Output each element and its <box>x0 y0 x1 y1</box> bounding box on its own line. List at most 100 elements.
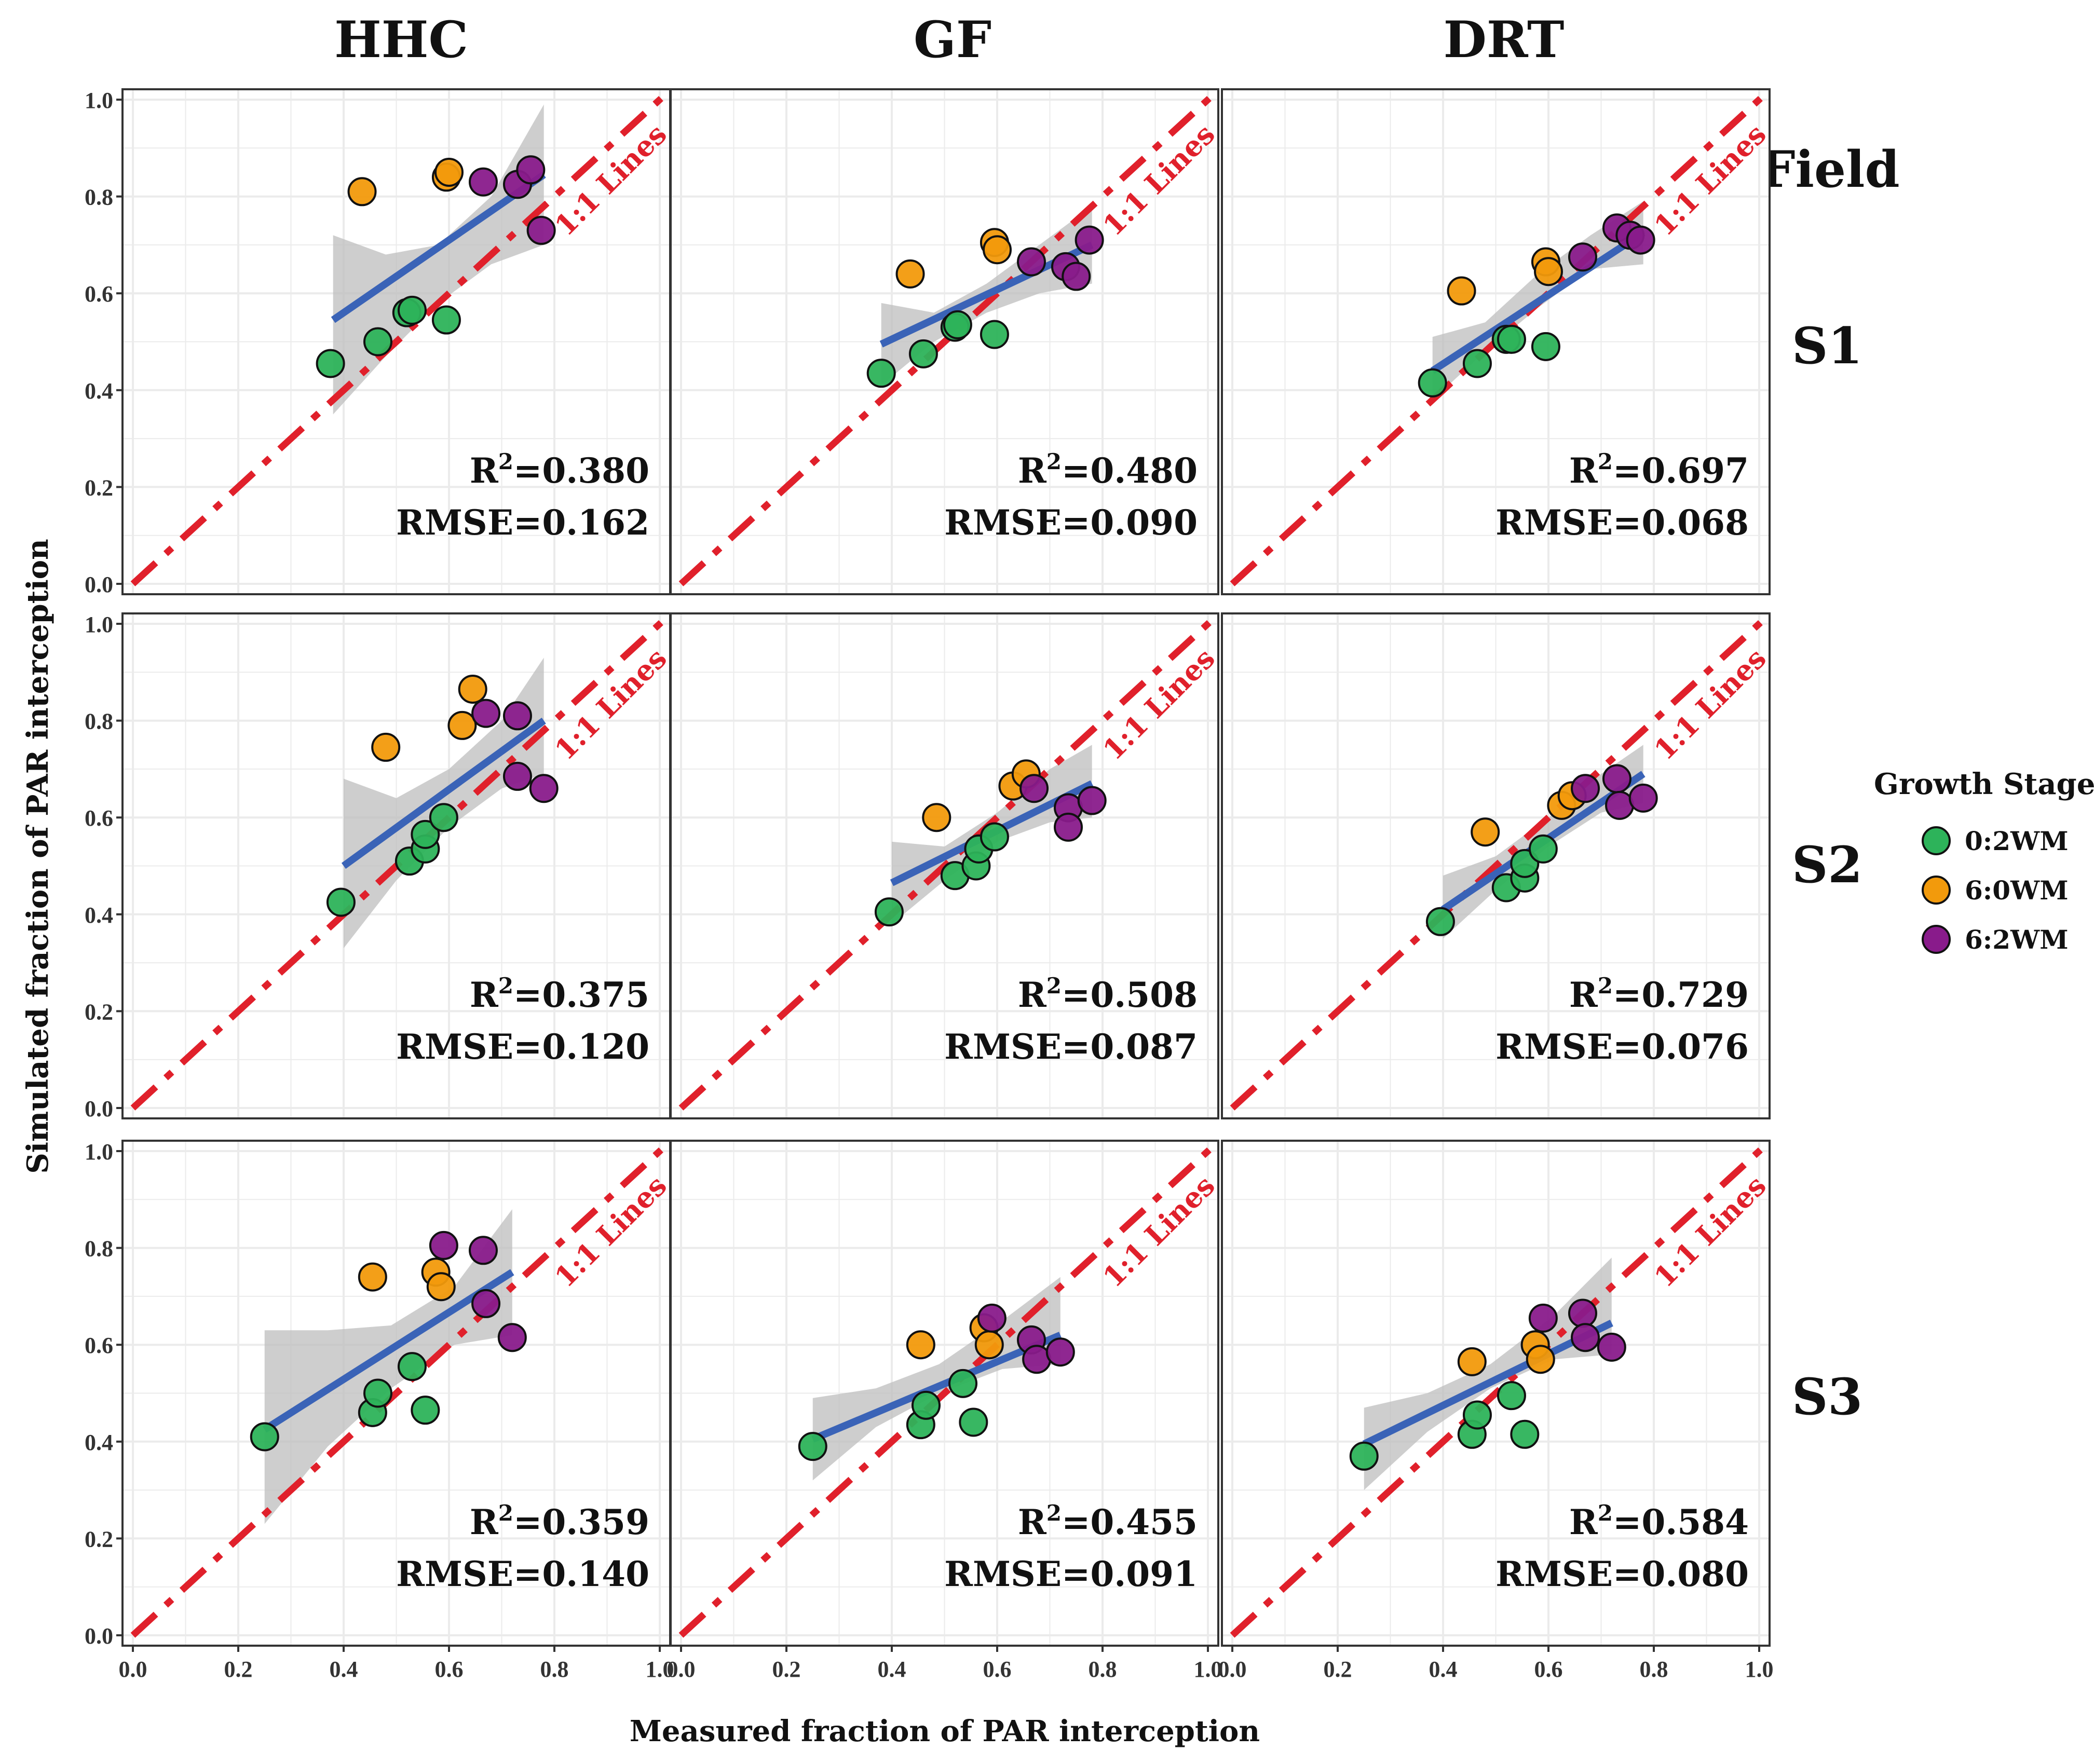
point-6-2wm <box>1077 786 1107 815</box>
point-6-2wm <box>516 155 546 185</box>
point-6-2wm <box>977 1303 1007 1333</box>
point-0-2wm <box>431 305 461 335</box>
x-tick-label: 0.2 <box>1324 1657 1352 1682</box>
point-6-0wm <box>1447 276 1476 306</box>
point-6-2wm <box>1626 225 1655 255</box>
point-0-2wm <box>959 1407 988 1437</box>
point-0-2wm <box>874 897 904 927</box>
confidence-band <box>1364 1257 1612 1490</box>
point-0-2wm <box>1418 368 1447 398</box>
y-axis-title: Simulated fraction of PAR interception <box>21 539 55 1174</box>
r-squared-exponent: 2 <box>498 973 513 999</box>
x-axis-title: Measured fraction of PAR interception <box>630 1714 1260 1748</box>
r-squared-label: R2=0.729 <box>1569 973 1749 1015</box>
panel-plot-area <box>123 89 670 594</box>
r-squared-exponent: 2 <box>1046 449 1062 474</box>
point-6-2wm <box>1602 764 1631 794</box>
field-label: Field <box>1760 140 1899 199</box>
point-0-2wm <box>316 349 345 378</box>
regression-line <box>262 1269 514 1433</box>
point-0-2wm <box>866 359 896 388</box>
point-0-2wm <box>397 1352 427 1382</box>
legend-swatch-0-2wm <box>1922 826 1951 855</box>
y-tick-label: 0.8 <box>85 1236 113 1262</box>
y-tick-label: 0.2 <box>85 1526 113 1552</box>
reference-line-1-1 <box>1230 89 1770 586</box>
point-6-0wm <box>1471 817 1500 847</box>
point-6-2wm <box>429 1230 458 1260</box>
legend-swatch-6-0wm <box>1922 876 1951 905</box>
point-0-2wm <box>1462 1400 1492 1430</box>
regression-line <box>1430 229 1646 374</box>
panel-border <box>1221 1140 1771 1647</box>
point-6-0wm <box>1457 1347 1487 1376</box>
panel-border <box>1221 612 1771 1119</box>
x-tick-label: 0.2 <box>772 1657 801 1682</box>
panel-hhc-s3: 1:1 LinesR2=0.359RMSE=0.1400.00.20.40.60… <box>85 1139 674 1682</box>
x-tick-label: 0.4 <box>878 1657 906 1682</box>
r-squared-label: R2=0.584 <box>1569 1500 1749 1542</box>
point-6-2wm <box>471 699 501 728</box>
y-tick-label: 0.6 <box>85 1333 113 1358</box>
y-tick-label: 0.0 <box>85 1623 113 1649</box>
rmse-label: RMSE=0.068 <box>1495 502 1749 543</box>
r-squared-value: =0.480 <box>1062 450 1198 491</box>
point-6-2wm <box>1528 1303 1558 1333</box>
r-squared-symbol: R <box>1018 450 1047 491</box>
point-6-2wm <box>502 701 532 731</box>
column-title-drt: DRT <box>1444 10 1565 69</box>
y-tick-label: 0.4 <box>85 378 113 404</box>
legend: Growth Stage 0:2WM 6:0WM 6:2WM <box>1874 767 2094 955</box>
point-6-0wm <box>347 177 377 207</box>
point-6-2wm <box>497 1323 527 1352</box>
rmse-label: RMSE=0.162 <box>396 502 649 543</box>
x-tick-label: 0.8 <box>540 1657 569 1682</box>
point-0-2wm <box>948 1369 978 1398</box>
panel-border <box>670 612 1219 1119</box>
point-6-0wm <box>983 235 1012 265</box>
reference-line-1-1 <box>1230 1141 1770 1638</box>
y-tick-label: 0.2 <box>85 475 113 500</box>
legend-swatch-6-2wm <box>1922 925 1951 954</box>
r-squared-value: =0.380 <box>513 450 649 491</box>
r-squared-value: =0.375 <box>513 975 649 1015</box>
point-6-2wm <box>529 774 559 803</box>
rmse-label: RMSE=0.080 <box>1495 1554 1749 1594</box>
x-tick-label: 0.8 <box>1089 1657 1117 1682</box>
point-0-2wm <box>1497 324 1526 354</box>
rmse-label: RMSE=0.076 <box>1495 1027 1749 1067</box>
point-6-2wm <box>468 167 498 197</box>
r-squared-label: R2=0.375 <box>470 973 649 1015</box>
regression-line <box>811 1332 1062 1443</box>
point-6-0wm <box>371 732 401 762</box>
rmse-label: RMSE=0.140 <box>396 1554 649 1594</box>
rmse-label: RMSE=0.090 <box>944 502 1198 543</box>
rmse-label: RMSE=0.120 <box>396 1027 649 1067</box>
point-6-2wm <box>468 1236 498 1265</box>
point-6-2wm <box>1045 1337 1075 1367</box>
x-tick-label: 0.6 <box>983 1657 1012 1682</box>
point-0-2wm <box>397 295 427 325</box>
y-tick-label: 1.0 <box>85 1139 113 1165</box>
legend-title: Growth Stage <box>1874 767 2094 801</box>
point-6-2wm <box>1568 1298 1597 1328</box>
y-tick-label: 1.0 <box>85 612 113 637</box>
legend-label-0-2wm: 0:2WM <box>1965 826 2069 856</box>
r-squared-exponent: 2 <box>1046 1500 1062 1526</box>
r-squared-exponent: 2 <box>1598 973 1613 999</box>
point-0-2wm <box>943 310 972 339</box>
r-squared-exponent: 2 <box>498 449 513 474</box>
reference-line-1-1 <box>1230 613 1770 1111</box>
y-tick-label: 0.2 <box>85 999 113 1024</box>
point-0-2wm <box>326 887 356 917</box>
point-0-2wm <box>1462 349 1492 378</box>
point-6-2wm <box>526 215 556 245</box>
panel-plot-area <box>123 613 670 1118</box>
point-6-2wm <box>1628 783 1658 813</box>
point-6-0wm <box>922 803 951 832</box>
x-tick-label: 0.6 <box>435 1657 464 1682</box>
x-tick-label: 1.0 <box>1745 1657 1774 1682</box>
r-squared-value: =0.455 <box>1062 1502 1198 1542</box>
row-label-s1: S1 <box>1792 317 1862 375</box>
